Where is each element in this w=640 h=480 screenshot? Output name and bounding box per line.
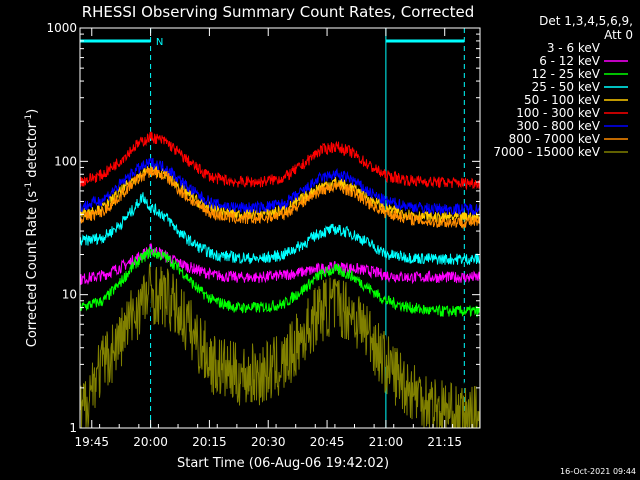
series-line — [79, 157, 481, 217]
x-tick-label: 21:00 — [369, 435, 404, 449]
y-tick-label: 1000 — [46, 21, 77, 35]
y-axis-label: Corrected Count Rate (s-1 detector-1) — [24, 109, 40, 347]
x-axis: 19:45 20:00 20:15 20:30 20:45 21:00 21:15 — [74, 28, 473, 449]
y-axis-label-part: detector — [25, 122, 40, 182]
x-tick-label: 20:30 — [251, 435, 286, 449]
legend-header-attenuator: Att 0 — [604, 28, 633, 42]
legend-entry-label: 50 - 100 keV — [524, 93, 601, 107]
legend-entry-label: 100 - 300 keV — [516, 106, 600, 120]
series-line — [79, 242, 481, 286]
y-axis-label-part: Corrected Count Rate (s — [25, 191, 40, 348]
series-layer — [79, 131, 481, 429]
marker-label: N — [156, 37, 163, 48]
x-tick-label: 20:15 — [192, 435, 227, 449]
x-axis-label: Start Time (06-Aug-06 19:42:02) — [177, 456, 389, 471]
legend-entry-label: 12 - 25 keV — [532, 67, 601, 81]
legend-entry-label: 300 - 800 keV — [516, 119, 600, 133]
x-tick-label: 19:45 — [74, 435, 109, 449]
chart-title: RHESSI Observing Summary Count Rates, Co… — [82, 3, 475, 21]
x-tick-label: 21:15 — [427, 435, 462, 449]
legend-entry-label: 800 - 7000 keV — [509, 132, 601, 146]
plot-frame — [79, 27, 481, 429]
y-axis-label-superscript: -1 — [24, 114, 34, 123]
series-line — [79, 192, 481, 265]
legend-entry-label: 3 - 6 keV — [547, 41, 601, 55]
y-axis: 1 10 100 1000 — [46, 21, 480, 435]
legend-entry-label: 6 - 12 keV — [539, 54, 601, 68]
y-tick-label: 1 — [69, 421, 77, 435]
footer-timestamp: 16-Oct-2021 09:44 — [560, 467, 636, 476]
series-line — [79, 246, 481, 318]
series-line — [79, 261, 481, 407]
series-line — [79, 167, 481, 230]
x-tick-label: 20:45 — [310, 435, 345, 449]
y-tick-label: 10 — [62, 288, 77, 302]
legend-entry-label: 7000 - 15000 keV — [493, 145, 600, 159]
x-tick-label: 20:00 — [133, 435, 168, 449]
legend-header-detectors: Det 1,3,4,5,6,9, — [539, 14, 633, 28]
series-line — [79, 263, 481, 429]
y-tick-label: 100 — [54, 154, 77, 168]
series-line — [79, 131, 481, 191]
y-axis-label-superscript: -1 — [24, 182, 34, 191]
legend-entry-label: 25 - 50 keV — [532, 80, 601, 94]
y-axis-label-part: ) — [25, 109, 40, 114]
